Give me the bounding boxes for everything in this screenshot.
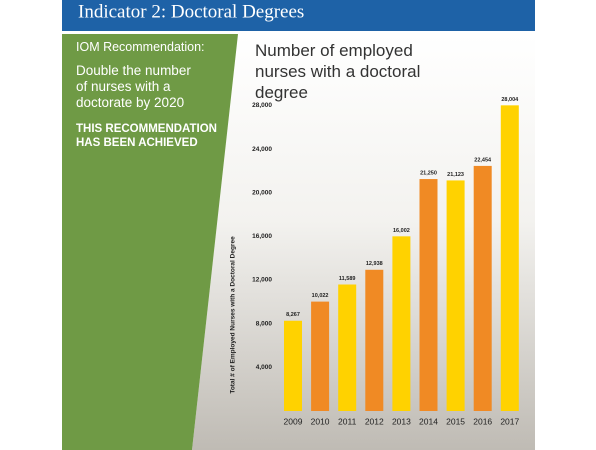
x-tick-label: 2014 — [419, 416, 438, 426]
header-title: Indicator 2: Doctoral Degrees — [78, 1, 304, 22]
bar — [500, 105, 519, 411]
green-panel — [62, 34, 238, 450]
value-label: 16,002 — [393, 228, 410, 234]
y-tick-label: 8,000 — [256, 320, 273, 327]
value-label: 22,454 — [474, 157, 492, 163]
chart-title: Number of employed nurses with a doctora… — [255, 41, 421, 102]
value-label: 10,022 — [312, 293, 329, 299]
value-label: 11,589 — [339, 276, 356, 282]
value-label: 21,123 — [447, 172, 464, 178]
y-tick-label: 20,000 — [252, 189, 272, 196]
y-tick-label: 12,000 — [252, 277, 272, 284]
bar — [392, 236, 411, 411]
x-tick-label: 2013 — [392, 416, 411, 426]
bar — [338, 284, 357, 411]
header-band — [62, 0, 535, 31]
value-label: 8,267 — [286, 312, 300, 318]
y-tick-label: 16,000 — [252, 233, 272, 240]
y-tick-label: 24,000 — [252, 146, 272, 153]
panel-status: THIS RECOMMENDATION HAS BEEN ACHIEVED — [76, 123, 217, 149]
x-tick-label: 2015 — [446, 416, 465, 426]
x-tick-label: 2011 — [338, 416, 357, 426]
y-axis-title: Total # of Employed Nurses with a Doctor… — [230, 236, 237, 394]
value-label: 12,938 — [366, 261, 383, 267]
bar — [365, 269, 384, 411]
bar — [311, 301, 330, 411]
x-tick-label: 2017 — [500, 416, 519, 426]
x-tick-label: 2016 — [473, 416, 492, 426]
bar — [419, 179, 438, 411]
bar — [446, 180, 465, 411]
panel-goal: Double the number of nurses with a docto… — [76, 63, 191, 110]
y-tick-label: 28,000 — [252, 102, 272, 109]
value-label: 28,004 — [501, 97, 519, 103]
value-label: 21,250 — [420, 171, 437, 177]
panel-label: IOM Recommendation: — [76, 40, 205, 54]
x-tick-label: 2009 — [284, 416, 303, 426]
y-tick-label: 4,000 — [256, 364, 273, 371]
bar — [284, 320, 302, 411]
x-tick-label: 2012 — [365, 416, 384, 426]
x-tick-label: 2010 — [311, 416, 330, 426]
bar — [473, 165, 492, 411]
